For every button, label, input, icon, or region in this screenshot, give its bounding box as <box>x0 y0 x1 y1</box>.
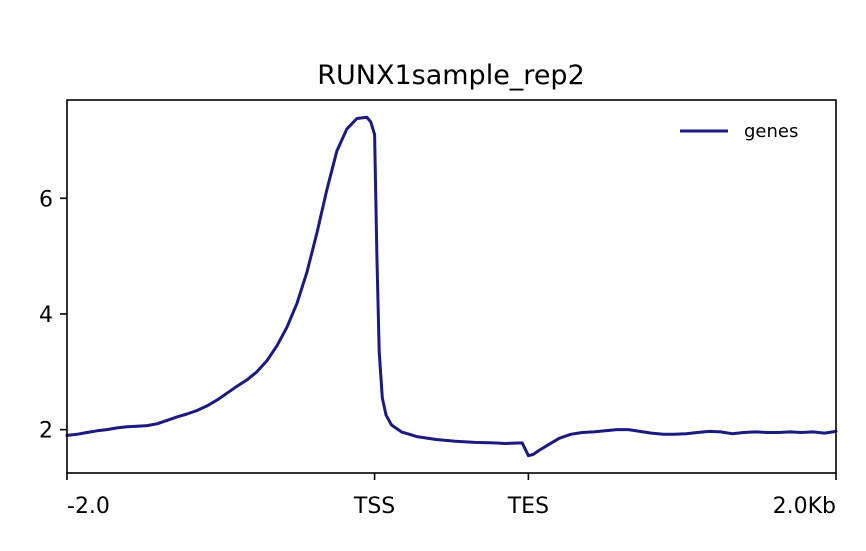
y-tick-label: 2 <box>39 419 53 444</box>
x-tick-label: 2.0Kb <box>773 494 836 519</box>
series-line-genes <box>65 115 838 458</box>
plot-frame <box>66 99 837 474</box>
chart-title: RUNX1sample_rep2 <box>317 60 585 91</box>
y-tick-label: 6 <box>39 187 53 212</box>
plot-area <box>65 115 838 458</box>
y-tick-label: 4 <box>39 303 53 328</box>
x-tick-label: -2.0 <box>67 494 110 519</box>
legend-label: genes <box>744 121 798 142</box>
legend: genes <box>680 121 798 142</box>
x-tick-label: TES <box>507 494 549 519</box>
axes: -2.0 TSS TES 2.0Kb 2 4 6 <box>39 187 837 519</box>
x-tick-label: TSS <box>353 494 395 519</box>
